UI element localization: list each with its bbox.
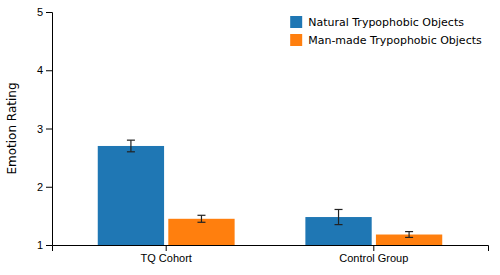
y-tick: 5 [37, 6, 52, 18]
legend-swatch [290, 34, 302, 46]
y-tick-label: 3 [37, 123, 43, 135]
y-axis: 1 2 3 4 5 [37, 6, 53, 251]
legend-item: Man-made Trypophobic Objects [290, 34, 482, 47]
y-tick-mark [46, 129, 52, 130]
legend-label: Natural Trypophobic Objects [308, 16, 464, 29]
y-tick-mark [46, 187, 52, 188]
y-tick: 4 [37, 64, 52, 76]
error-bar-stem [201, 215, 202, 222]
error-bar-cap [405, 231, 413, 232]
y-tick: 2 [37, 181, 52, 193]
y-tick-label: 5 [37, 6, 43, 18]
legend-swatch [290, 16, 302, 28]
error-bar-cap [197, 222, 205, 223]
y-tick-label: 4 [37, 64, 43, 76]
error-bar-stem [338, 209, 339, 224]
y-tick-label: 2 [37, 181, 43, 193]
error-bar-cap [127, 140, 135, 141]
x-tick-label: TQ Cohort [141, 252, 192, 264]
error-bar [405, 232, 413, 238]
error-bar-cap [197, 215, 205, 216]
y-tick-label: 1 [37, 239, 43, 251]
error-bar-stem [130, 140, 131, 152]
chart: 1 2 3 4 5 TQ Cohort Control Group Emotion Ratin… [0, 0, 500, 275]
y-axis-line [46, 13, 53, 246]
legend-label: Man-made Trypophobic Objects [308, 34, 482, 47]
error-bar-cap [127, 151, 135, 152]
x-axis-line [53, 246, 489, 252]
x-tick: Control Group [339, 245, 408, 264]
legend: Natural Trypophobic Objects Man-made Tryp… [290, 16, 482, 47]
bar [98, 146, 164, 245]
plot: 1 2 3 4 5 TQ Cohort Control Group Emotion Ratin… [5, 6, 489, 264]
marks [98, 140, 442, 245]
y-tick: 3 [37, 123, 52, 135]
y-tick-mark [46, 70, 52, 71]
y-tick-mark [46, 12, 52, 13]
error-bar-cap [335, 209, 343, 210]
x-tick-mark [166, 245, 167, 251]
error-bar-stem [408, 232, 409, 238]
bar [168, 219, 234, 245]
y-tick: 1 [37, 239, 52, 251]
x-tick-mark [373, 245, 374, 251]
x-tick-label: Control Group [339, 252, 408, 264]
y-axis-title: Emotion Rating [5, 82, 19, 174]
error-bar [197, 215, 205, 222]
error-bar [335, 209, 343, 224]
x-tick: TQ Cohort [141, 245, 192, 264]
error-bar [127, 140, 135, 152]
error-bar-cap [335, 224, 343, 225]
error-bar-cap [405, 237, 413, 238]
x-axis: TQ Cohort Control Group [53, 245, 489, 264]
y-tick-mark [46, 245, 52, 246]
legend-item: Natural Trypophobic Objects [290, 16, 464, 29]
